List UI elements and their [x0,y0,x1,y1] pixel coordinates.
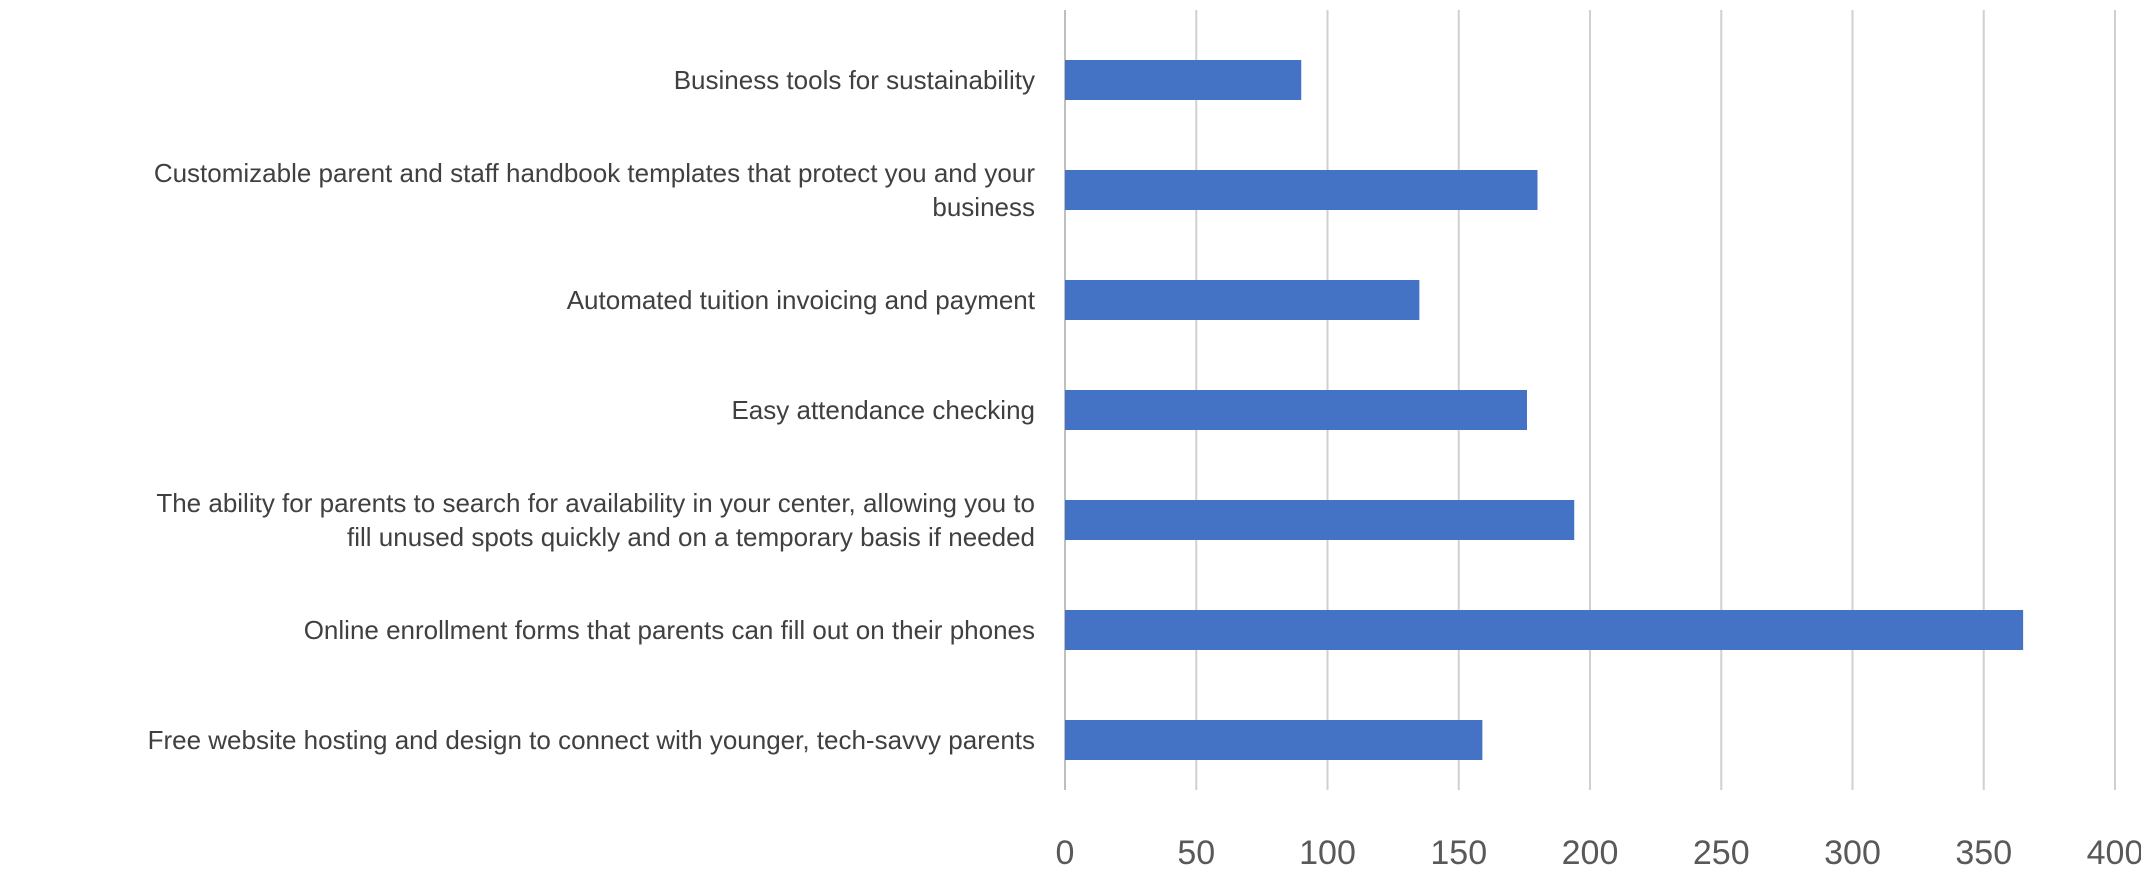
bar [1065,60,1302,100]
bar [1065,610,2024,650]
category-label: Customizable parent and staff handbook t… [154,158,1036,188]
x-axis-tick-labels: 0 50 100 150 200 250 300 350 400 [1056,834,2141,872]
x-tick-label: 150 [1430,834,1487,872]
x-tick-label: 100 [1299,834,1356,872]
bar [1065,500,1575,540]
x-tick-label: 300 [1824,834,1881,872]
category-labels: Business tools for sustainability Customi… [148,65,1036,755]
x-tick-label: 250 [1693,834,1750,872]
x-tick-label: 50 [1177,834,1215,872]
bar [1065,720,1483,760]
category-label: The ability for parents to search for av… [156,488,1035,518]
category-label: Free website hosting and design to conne… [148,725,1035,755]
x-tick-label: 400 [2087,834,2141,872]
category-label: Online enrollment forms that parents can… [304,615,1035,645]
category-label: Automated tuition invoicing and payment [567,285,1036,315]
x-tick-label: 200 [1562,834,1619,872]
x-tick-label: 350 [1955,834,2012,872]
bar [1065,170,1538,210]
bars [1065,60,2024,760]
category-label: fill unused spots quickly and on a tempo… [347,522,1035,552]
gridlines [1064,10,2116,790]
bar [1065,390,1527,430]
category-label: Business tools for sustainability [674,65,1035,95]
bar [1065,280,1420,320]
x-tick-label: 0 [1056,834,1075,872]
category-label: business [932,192,1035,222]
category-label: Easy attendance checking [731,395,1035,425]
